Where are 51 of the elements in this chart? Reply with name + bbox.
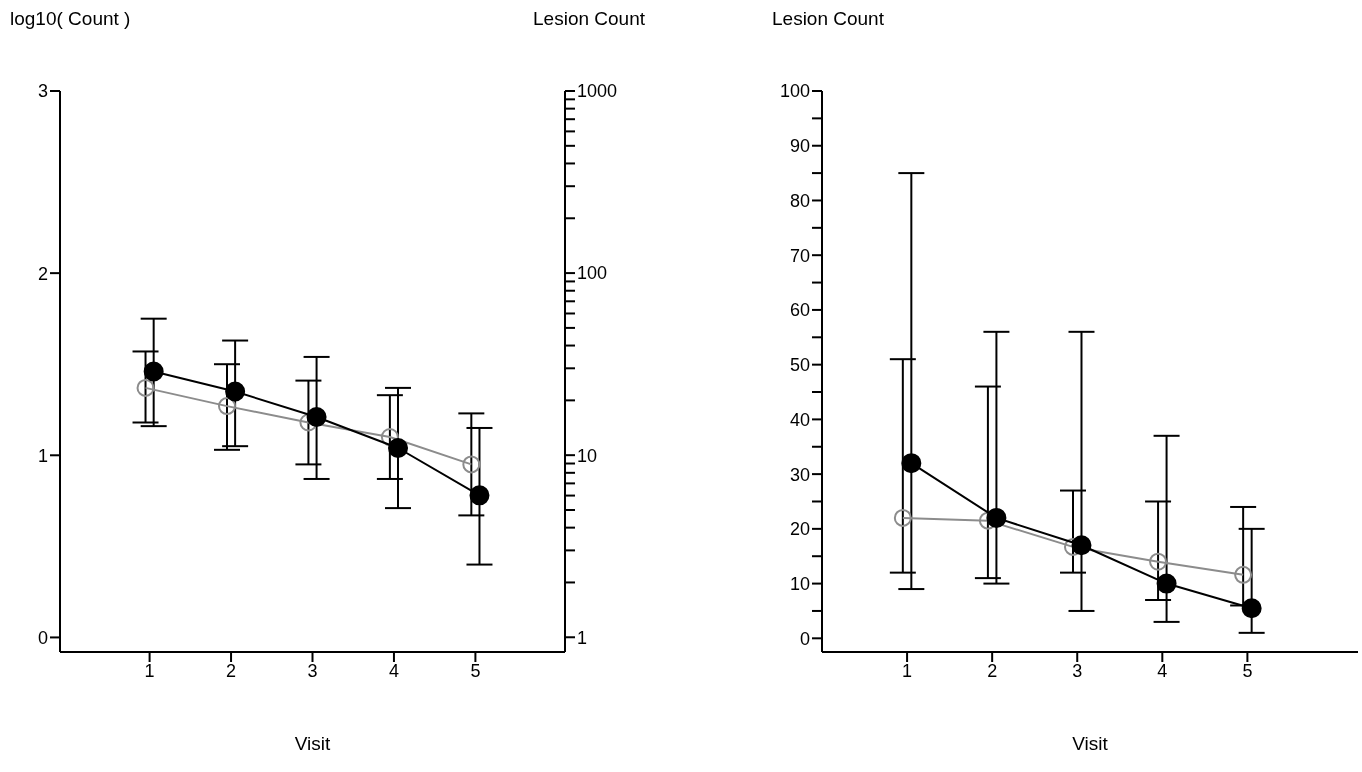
point (986, 507, 1007, 528)
point (893, 508, 912, 527)
y2-tick-label: 10 (577, 445, 598, 466)
point (469, 485, 490, 506)
point (1241, 598, 1262, 619)
y-tick-label: 60 (789, 300, 810, 321)
y-tick-label: 90 (789, 136, 810, 157)
y-tick-label: 0 (37, 627, 48, 648)
x-axis-title: Visit (294, 733, 331, 754)
x-tick-label: 1 (144, 660, 155, 681)
x-tick-label: 3 (307, 660, 318, 681)
x-axis-title: Visit (1072, 733, 1109, 754)
x-tick-label: 4 (388, 660, 399, 681)
y2-tick-label: 100 (577, 263, 608, 284)
point (136, 378, 155, 397)
y-tick-label: 2 (37, 263, 48, 284)
x-tick-label: 3 (1072, 660, 1083, 681)
x-tick-label: 2 (226, 660, 237, 681)
y-tick-label: 40 (789, 409, 810, 430)
point (1071, 535, 1092, 556)
y-axis-title: log10( Count ) (10, 8, 131, 30)
point (380, 428, 399, 447)
point (462, 455, 481, 474)
x-tick-label: 2 (987, 660, 998, 681)
point (388, 438, 409, 458)
y-tick-label: 100 (779, 81, 810, 102)
point (217, 397, 236, 416)
y-tick-label: 0 (799, 628, 810, 649)
point (225, 381, 246, 402)
y-tick-label: 70 (789, 245, 810, 266)
y2-axis-title: Lesion Count (533, 8, 645, 30)
point (901, 453, 922, 474)
point (306, 407, 327, 428)
y2-tick-label: 1 (577, 627, 588, 648)
y-tick-label: 30 (789, 464, 810, 485)
x-tick-label: 5 (1242, 660, 1253, 681)
y-tick-label: 20 (789, 519, 810, 540)
y-tick-label: 50 (789, 355, 810, 376)
x-tick-label: 1 (902, 660, 913, 681)
x-tick-label: 4 (1157, 660, 1168, 681)
point (1149, 552, 1168, 571)
y-axis-title: Lesion Count (772, 8, 884, 30)
point (1234, 565, 1253, 584)
y-tick-label: 10 (789, 573, 810, 594)
point (143, 361, 164, 382)
y-tick-label: 3 (37, 81, 48, 102)
y-tick-label: 80 (789, 190, 810, 211)
point (1156, 573, 1177, 594)
x-tick-label: 5 (470, 660, 481, 681)
y2-tick-label: 1000 (577, 81, 618, 102)
y-tick-label: 1 (37, 445, 48, 466)
